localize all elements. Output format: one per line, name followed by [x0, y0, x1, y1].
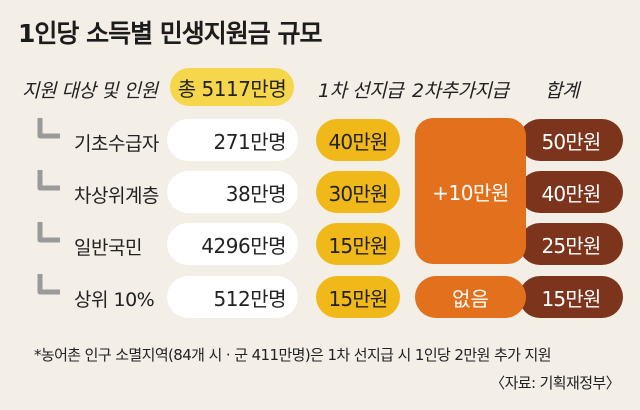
header-first-payment: 1차 선지급	[318, 80, 404, 102]
row-label-top-10-percent: 상위 10%	[74, 289, 155, 311]
row-label-near-poverty: 차상위계층	[74, 185, 159, 207]
row-label-basic-recipients: 기초수급자	[74, 133, 159, 155]
row-label-general-public: 일반국민	[74, 237, 142, 259]
first-payment-value: 40만원	[316, 119, 400, 161]
total-population-badge: 총 5117만명	[170, 68, 294, 106]
population-value: 38만명	[167, 171, 298, 213]
first-payment-value: 30만원	[316, 171, 400, 213]
footnote: *농어촌 인구 소멸지역(84개 시 · 군 411만명)은 1차 선지급 시 …	[34, 346, 552, 364]
page-title: 1인당 소득별 민생지원금 규모	[18, 19, 323, 48]
total-payment-value: 40만원	[519, 171, 623, 213]
second-payment-shared-value: +10만원	[415, 118, 526, 264]
arrow-icon	[37, 118, 60, 139]
total-payment-value: 15만원	[519, 276, 623, 318]
population-value: 512만명	[167, 276, 298, 318]
population-value: 271만명	[167, 119, 298, 161]
source-credit: 〈자료: 기획재정부〉	[490, 374, 620, 392]
header-sum: 합계	[545, 80, 579, 102]
header-target: 지원 대상 및 인원	[22, 80, 158, 102]
first-payment-value: 15만원	[316, 223, 400, 265]
total-payment-value: 50만원	[519, 119, 623, 161]
arrow-icon	[37, 222, 60, 243]
first-payment-value: 15만원	[316, 276, 400, 318]
arrow-icon	[37, 170, 60, 191]
second-payment-none-value: 없음	[415, 276, 526, 318]
total-payment-value: 25만원	[519, 223, 623, 265]
arrow-icon	[37, 274, 60, 295]
population-value: 4296만명	[167, 223, 298, 265]
header-second-payment: 2차추가지급	[412, 80, 509, 102]
